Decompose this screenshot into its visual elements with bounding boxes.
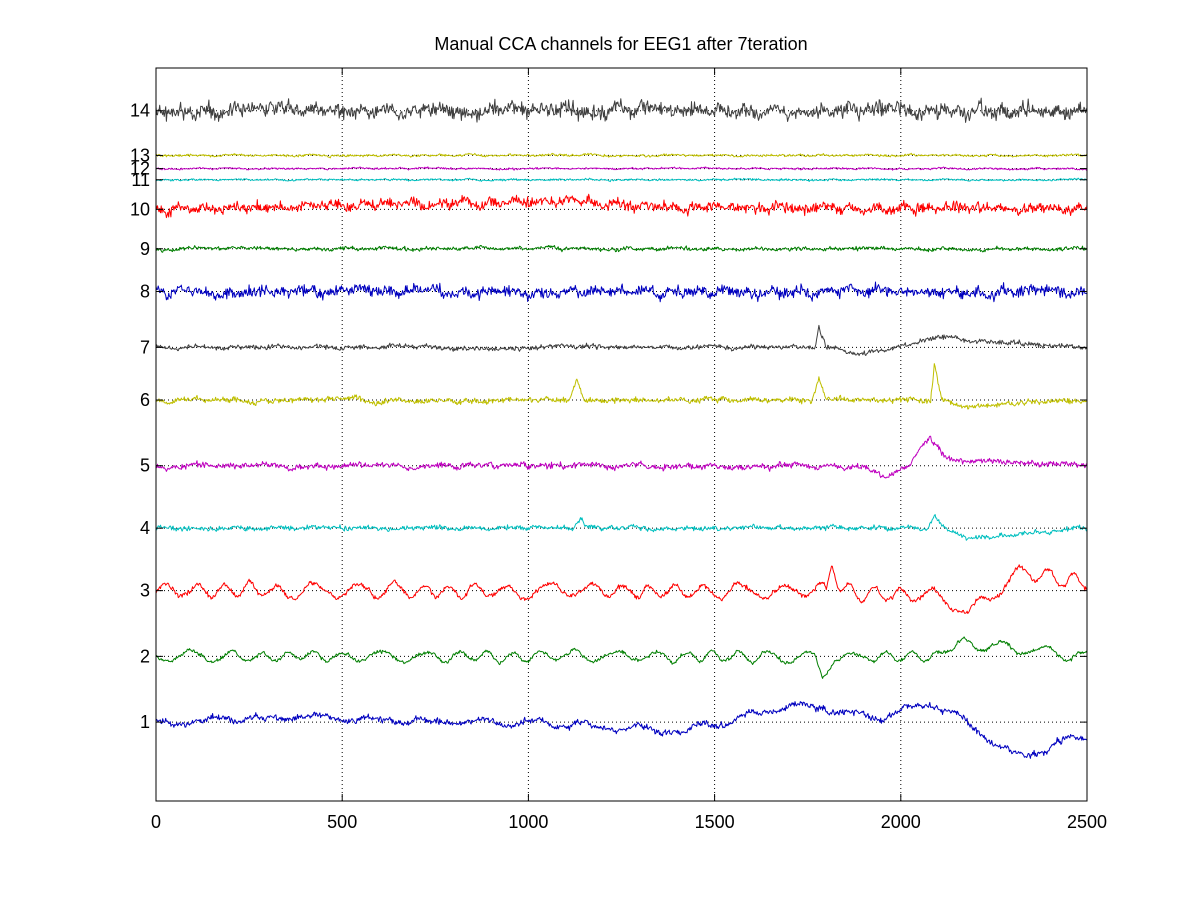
y-tick-label-channel-2: 2 xyxy=(140,646,150,666)
y-tick-label-channel-14: 14 xyxy=(130,101,150,121)
trace-channel-6 xyxy=(156,363,1087,410)
x-tick-label: 500 xyxy=(327,812,357,832)
y-tick-label-channel-9: 9 xyxy=(140,239,150,259)
y-tick-label-channel-1: 1 xyxy=(140,712,150,732)
trace-channel-14 xyxy=(156,97,1087,123)
chart-title: Manual CCA channels for EEG1 after 7tera… xyxy=(434,34,807,54)
y-tick-label-channel-5: 5 xyxy=(140,456,150,476)
y-tick-label-channel-8: 8 xyxy=(140,282,150,302)
axis-ticks xyxy=(155,68,1088,801)
y-tick-label-channel-3: 3 xyxy=(140,581,150,601)
y-tick-label-channel-4: 4 xyxy=(140,518,150,538)
trace-channel-1 xyxy=(156,701,1087,759)
x-tick-label: 1000 xyxy=(508,812,548,832)
y-tick-label-channel-12: 12 xyxy=(130,159,150,179)
y-tick-label-channel-6: 6 xyxy=(140,390,150,410)
trace-channel-10 xyxy=(156,193,1087,219)
x-tick-label: 2000 xyxy=(881,812,921,832)
trace-channel-8 xyxy=(156,281,1087,303)
y-tick-label-channel-10: 10 xyxy=(130,199,150,219)
x-tick-label: 1500 xyxy=(695,812,735,832)
trace-channel-3 xyxy=(156,564,1087,614)
x-tick-label: 2500 xyxy=(1067,812,1107,832)
y-tick-label-channel-11: 11 xyxy=(131,170,150,190)
trace-channel-9 xyxy=(156,245,1087,253)
trace-channel-12 xyxy=(156,166,1087,171)
trace-channel-2 xyxy=(156,636,1087,679)
trace-channel-7 xyxy=(156,324,1087,357)
axes-frame xyxy=(155,67,1088,802)
trace-channel-11 xyxy=(156,177,1087,183)
trace-channel-4 xyxy=(156,514,1087,541)
y-tick-label-channel-13: 13 xyxy=(130,145,150,165)
x-tick-label: 0 xyxy=(151,812,161,832)
signal-traces xyxy=(156,97,1087,759)
y-tick-label-channel-7: 7 xyxy=(140,337,150,357)
trace-channel-13 xyxy=(156,152,1087,159)
trace-channel-5 xyxy=(156,435,1087,479)
